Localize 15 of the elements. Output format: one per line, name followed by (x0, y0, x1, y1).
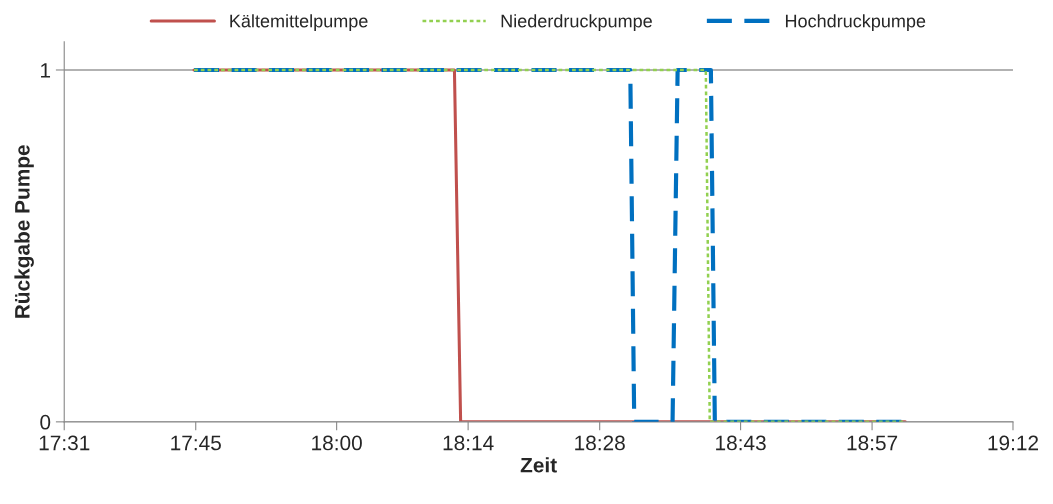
x-tick-label: 17:31 (39, 435, 90, 451)
x-tick-label: 18:43 (716, 435, 766, 451)
x-tick-label: 18:14 (443, 435, 494, 451)
x-tick-label: 17:45 (171, 435, 221, 451)
y-axis-title: Rückgabe Pumpe (14, 145, 34, 318)
x-axis-title: Zeit (520, 457, 557, 473)
x-tick-label: 18:57 (847, 435, 898, 451)
y-tick-label: 1 (41, 63, 51, 78)
y-tick-label: 0 (40, 414, 51, 430)
legend-label: Kältemittelpumpe (230, 14, 368, 31)
x-tick-label: 18:28 (575, 435, 625, 451)
x-tick-label: 19:12 (988, 435, 1039, 451)
x-tick-label: 18:00 (312, 435, 362, 451)
legend-label: Niederdruckpumpe (501, 14, 652, 31)
legend-label: Hochdruckpumpe (785, 14, 926, 31)
